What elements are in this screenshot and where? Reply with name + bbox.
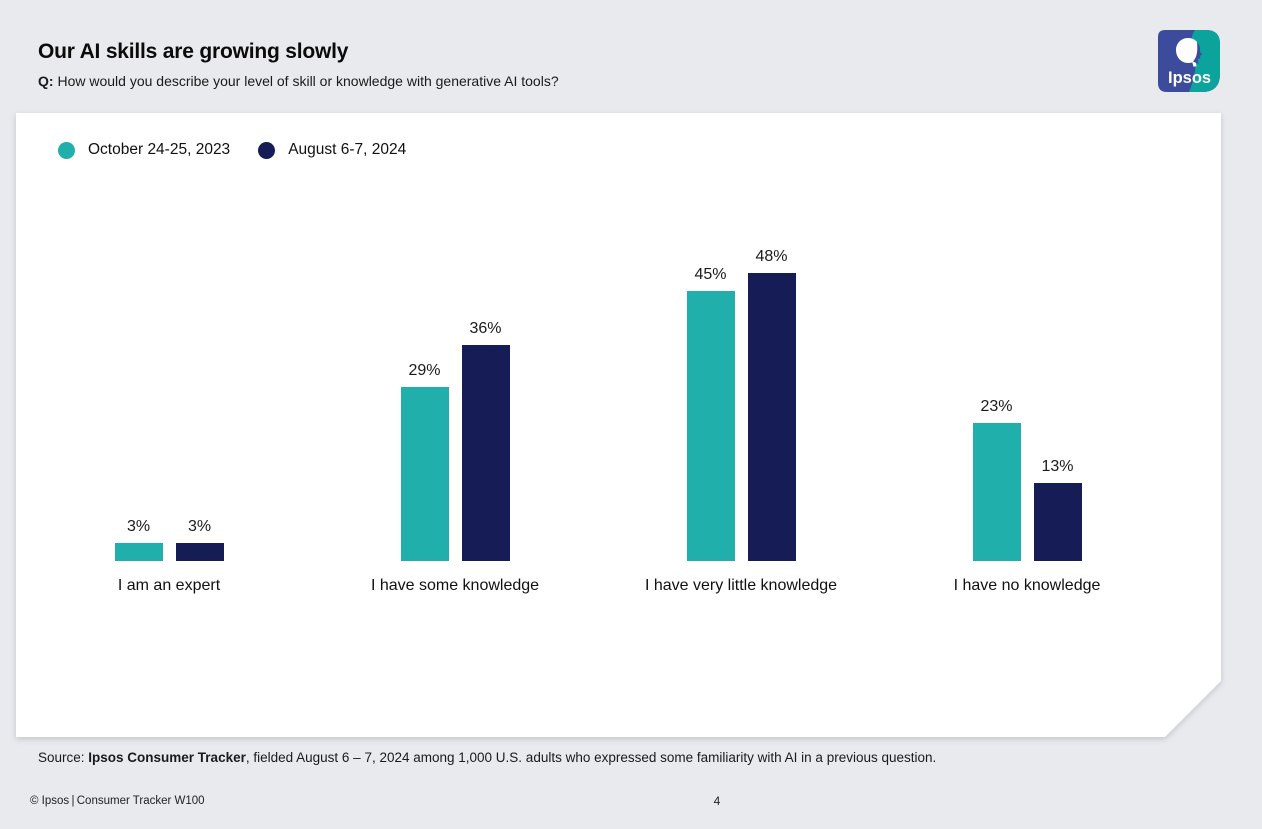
category-label-1: I have some knowledge (370, 577, 540, 594)
header: Our AI skills are growing slowly Q: How … (38, 40, 559, 89)
bar-series-0 (687, 291, 735, 561)
bar-group-2: 45% 48% (598, 273, 884, 561)
bar-wrap: 13% (1034, 483, 1082, 561)
source-tracker-name: Ipsos Consumer Tracker (88, 750, 246, 765)
bar-value-label: 3% (187, 518, 212, 535)
bar-wrap: 3% (176, 543, 224, 561)
page-number: 4 (713, 794, 721, 808)
bar-group-1: 29% 36% (312, 345, 598, 561)
source-note: Source: Ipsos Consumer Tracker, fielded … (38, 750, 936, 765)
bar-value-label: 36% (469, 320, 502, 337)
bar-value-label: 3% (126, 518, 151, 535)
legend-dot-icon (258, 142, 275, 159)
bar-groups: 3% 3% 29% 36% 45% 48% 23% 13% (26, 261, 1170, 561)
page-title: Our AI skills are growing slowly (38, 40, 349, 63)
bar-value-label: 48% (755, 248, 788, 265)
bar-wrap: 3% (115, 543, 163, 561)
bar-group-3: 23% 13% (884, 423, 1170, 561)
source-rest: , fielded August 6 – 7, 2024 among 1,000… (245, 750, 937, 765)
bar-series-1 (748, 273, 796, 561)
svg-text:Ipsos: Ipsos (1168, 69, 1211, 87)
ipsos-logo: Ipsos (1158, 30, 1220, 92)
bar-value-label: 13% (1041, 458, 1074, 475)
category-labels: I am an expert I have some knowledge I hav… (26, 577, 1170, 595)
bar-value-label: 45% (694, 266, 727, 283)
bar-series-1 (176, 543, 224, 561)
bar-series-1 (1034, 483, 1082, 561)
bar-series-0 (115, 543, 163, 561)
bar-value-label: 29% (408, 362, 441, 379)
question-text: Q: How would you describe your level of … (38, 73, 559, 89)
bar-series-1 (462, 345, 510, 561)
bar-wrap: 23% (973, 423, 1021, 561)
chart-legend: October 24-25, 2023 August 6-7, 2024 (58, 141, 406, 159)
category-label-3: I have no knowledge (953, 577, 1101, 594)
ipsos-logo-icon: Ipsos (1158, 30, 1220, 92)
bar-wrap: 29% (401, 387, 449, 561)
chart-card-wrap: October 24-25, 2023 August 6-7, 2024 3% 3%… (16, 113, 1221, 737)
legend-item-0: October 24-25, 2023 (58, 141, 230, 159)
category-label-2: I have very little knowledge (644, 577, 838, 594)
legend-label: August 6-7, 2024 (288, 141, 407, 158)
bar-group-0: 3% 3% (26, 543, 312, 561)
bar-series-0 (401, 387, 449, 561)
source-prefix: Source: (38, 750, 89, 765)
category-label-0: I am an expert (117, 577, 221, 594)
legend-label: October 24-25, 2023 (88, 141, 231, 158)
bar-wrap: 45% (687, 291, 735, 561)
question-body: How would you describe your level of ski… (53, 73, 559, 89)
bar-value-label: 23% (980, 398, 1013, 415)
bar-wrap: 48% (748, 273, 796, 561)
bar-series-0 (973, 423, 1021, 561)
legend-item-1: August 6-7, 2024 (258, 141, 406, 159)
legend-dot-icon (58, 142, 75, 159)
chart-card: October 24-25, 2023 August 6-7, 2024 3% 3%… (16, 113, 1221, 737)
bar-wrap: 36% (462, 345, 510, 561)
footer-copyright: © Ipsos | Consumer Tracker W100 (30, 795, 205, 807)
question-prefix: Q: (38, 73, 54, 89)
